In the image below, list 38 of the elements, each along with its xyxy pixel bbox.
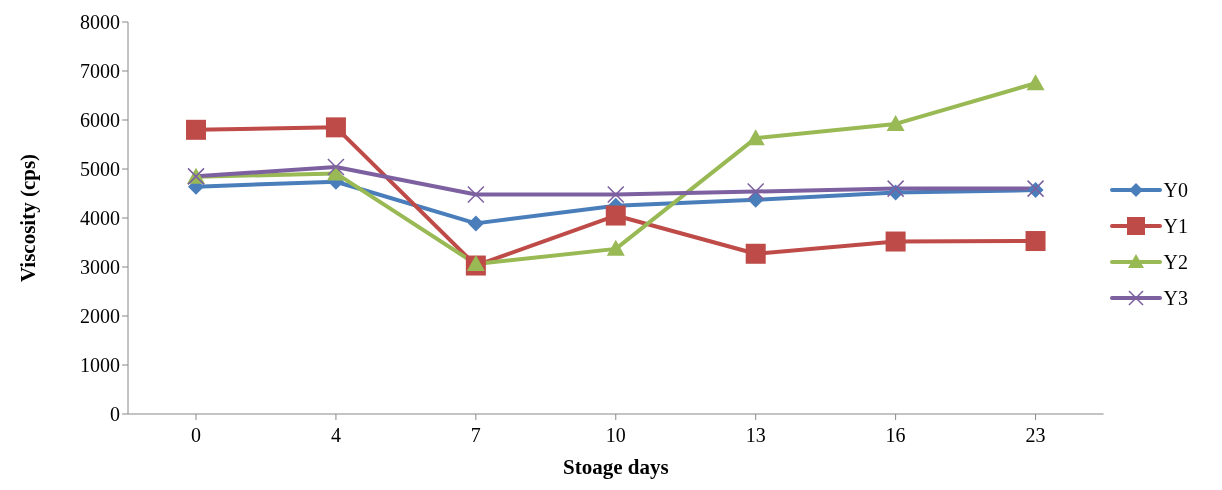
point <box>467 185 485 204</box>
x-tick-label: 13 <box>745 424 766 447</box>
x-tick-label: 23 <box>1025 424 1046 447</box>
point <box>885 231 906 252</box>
y-tick-label: 4000 <box>80 207 120 230</box>
x-tick-label: 10 <box>605 424 626 447</box>
point <box>467 215 484 232</box>
legend-label: Y1 <box>1163 214 1188 238</box>
point <box>607 185 625 204</box>
y-tick-label: 8000 <box>80 11 120 34</box>
legend-label: Y3 <box>1163 286 1188 310</box>
x-axis-title: Stoage days <box>562 455 669 479</box>
y-tick-label: 2000 <box>80 305 120 328</box>
point <box>886 179 905 198</box>
point <box>746 129 765 146</box>
point <box>886 114 905 131</box>
y-tick-label: 0 <box>110 403 120 426</box>
point <box>1026 74 1045 91</box>
y-tick-label: 6000 <box>80 109 120 132</box>
y-axis-title: Viscosity (cps) <box>16 153 41 283</box>
point <box>186 119 206 140</box>
point <box>746 182 765 201</box>
x-tick-label: 7 <box>470 424 481 447</box>
y-tick-label: 7000 <box>80 60 120 83</box>
point <box>1025 231 1046 252</box>
legend-label: Y0 <box>1163 178 1188 202</box>
point <box>325 117 346 138</box>
point <box>745 243 766 264</box>
point <box>605 205 626 226</box>
x-tick-label: 4 <box>330 424 341 447</box>
y-tick-label: 1000 <box>80 354 120 377</box>
point <box>327 158 345 176</box>
x-tick-label: 16 <box>885 424 906 447</box>
y-tick-label: 5000 <box>80 158 120 181</box>
legend-label: Y2 <box>1163 250 1188 274</box>
y-tick-label: 3000 <box>80 256 120 279</box>
point <box>606 239 625 256</box>
x-tick-label: 0 <box>191 424 201 447</box>
